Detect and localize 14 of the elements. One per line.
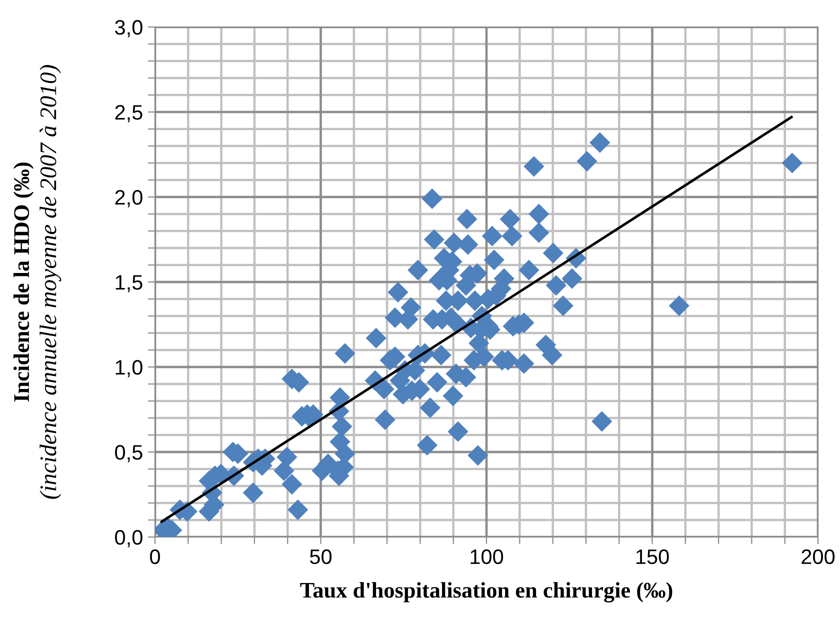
- x-tick-label: 0: [150, 549, 160, 564]
- x-tick-label: 150: [636, 549, 669, 564]
- x-tick-label: 200: [802, 549, 835, 564]
- y-tick-label: 0,0: [115, 530, 142, 548]
- x-tick-label: 100: [470, 549, 504, 564]
- x-axis-title: Taux d'hospitalisation en chirurgie (‰): [300, 582, 672, 602]
- y-tick-label: 1,5: [116, 275, 142, 292]
- x-tick-label: 50: [310, 549, 332, 564]
- y-tick-label: 1,0: [116, 360, 142, 378]
- y-tick-label: 2,5: [115, 105, 142, 122]
- y-axis-title: Incidence de la HDO (‰) (incidence annuelle moyenne de 2007 à 2010): [13, 65, 62, 499]
- y-tick-label: 2,0: [115, 190, 142, 208]
- y-tick-label: 3,0: [115, 20, 142, 38]
- y-tick-label: 0,5: [115, 445, 142, 462]
